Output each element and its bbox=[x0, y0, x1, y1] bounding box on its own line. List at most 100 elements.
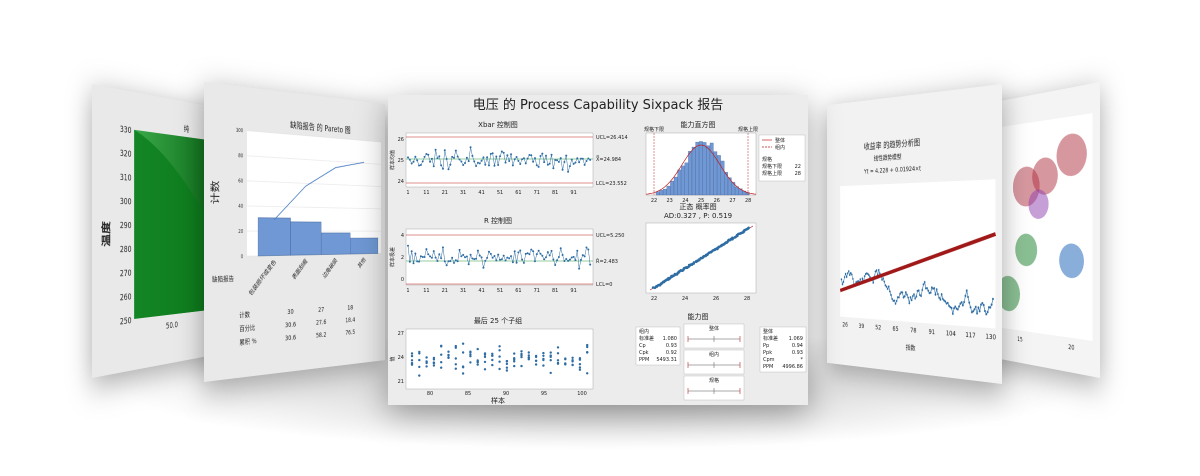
table-cell: 30 bbox=[287, 308, 293, 317]
x-tick-label: 27 bbox=[729, 198, 735, 204]
series-point bbox=[436, 157, 439, 160]
series-point bbox=[429, 255, 432, 258]
table-cell: 18 bbox=[347, 304, 353, 312]
series-point bbox=[537, 249, 540, 252]
series-point bbox=[515, 156, 518, 158]
hist-bar bbox=[717, 155, 721, 196]
sample-point bbox=[578, 366, 582, 369]
series-point bbox=[554, 264, 557, 266]
x-tick-label: 50.0 bbox=[166, 320, 178, 331]
sixpack-chart: 电压 的 Process Capability Sixpack 报告 Xbar … bbox=[389, 97, 807, 405]
table-cell: 30.6 bbox=[285, 333, 296, 342]
plot-area bbox=[405, 132, 594, 188]
series-point bbox=[453, 156, 455, 159]
series-point bbox=[587, 248, 590, 251]
series-point bbox=[480, 159, 483, 162]
series-point bbox=[429, 160, 432, 163]
y-tick-label: 25 bbox=[398, 158, 404, 164]
normal-curve bbox=[645, 144, 757, 195]
series-point bbox=[441, 246, 444, 249]
series-point bbox=[541, 254, 544, 257]
series-point bbox=[587, 157, 590, 160]
series-point bbox=[465, 156, 468, 159]
series-point bbox=[454, 149, 457, 152]
sample-point bbox=[578, 357, 582, 360]
series-point bbox=[478, 254, 481, 257]
series-point bbox=[486, 156, 489, 159]
sample-point bbox=[505, 366, 509, 369]
sample-point bbox=[534, 359, 538, 363]
series-point bbox=[572, 255, 575, 258]
y-label: 计数 bbox=[210, 180, 221, 204]
category-label: 表面刮痕 bbox=[290, 256, 309, 281]
y-tick-label: 260 bbox=[120, 292, 132, 303]
sample-point bbox=[461, 351, 465, 354]
series-point bbox=[460, 160, 463, 163]
sample-point bbox=[454, 346, 457, 349]
series-point bbox=[532, 160, 535, 163]
last-title: 最后 25 个子组 bbox=[474, 316, 522, 325]
x-tick-label: 41 bbox=[478, 190, 484, 196]
series-point bbox=[570, 256, 573, 259]
hist-bar bbox=[695, 141, 700, 196]
sample-point bbox=[447, 354, 450, 357]
hist-bar bbox=[677, 169, 682, 196]
series-point bbox=[478, 162, 481, 165]
x-tick-label: 23 bbox=[667, 198, 673, 204]
series-point bbox=[543, 161, 546, 164]
series-point bbox=[524, 162, 527, 165]
sample-point bbox=[469, 361, 472, 364]
series-point bbox=[473, 160, 476, 163]
sample-point bbox=[410, 354, 414, 358]
sample-point bbox=[447, 350, 450, 353]
series-point bbox=[447, 260, 450, 263]
x-tick-label: 11 bbox=[423, 288, 429, 294]
table-row-label: 累积 % bbox=[239, 336, 256, 347]
legend-label: 整体 bbox=[775, 137, 785, 144]
sample-point bbox=[513, 364, 516, 368]
equation: Yt = 4.228 + 0.01924×t bbox=[863, 166, 921, 176]
sample-point bbox=[469, 350, 472, 353]
x-tick-label: 61 bbox=[515, 288, 521, 294]
series-point bbox=[506, 256, 509, 259]
sample-point bbox=[498, 367, 501, 371]
sample-point bbox=[578, 368, 582, 371]
series-line bbox=[407, 245, 591, 269]
far-right-chart: 15 20 bbox=[985, 113, 1093, 352]
series-point bbox=[526, 157, 529, 160]
series-point bbox=[441, 167, 444, 170]
x-label: 指数 bbox=[906, 343, 916, 353]
y-tick-label: 0 bbox=[401, 277, 404, 283]
y-tick-label: 24 bbox=[398, 355, 404, 361]
spec-cell: 28 bbox=[795, 171, 801, 177]
series-point bbox=[432, 250, 435, 253]
series-point bbox=[487, 164, 490, 167]
y-tick-label: 290 bbox=[120, 220, 132, 230]
series-point bbox=[462, 164, 465, 166]
series-point bbox=[495, 155, 498, 158]
series-point bbox=[412, 160, 415, 163]
series-point bbox=[434, 256, 437, 259]
hist-bar bbox=[691, 146, 696, 196]
series-point bbox=[506, 154, 509, 157]
sample-point bbox=[586, 343, 589, 347]
sample-point bbox=[483, 355, 487, 359]
prob-point bbox=[747, 226, 750, 230]
sample-point bbox=[527, 356, 530, 359]
far-left-panel: 纯 温度 50.0 330 320 310 300 290 280 270 260 250 bbox=[92, 84, 222, 378]
x-tick-label: 80 bbox=[427, 391, 433, 397]
y-tick-label: 60 bbox=[238, 178, 243, 185]
x-tick-label: 31 bbox=[460, 190, 466, 196]
series-point bbox=[554, 159, 557, 161]
y-tick-label: 27 bbox=[398, 331, 404, 337]
series-point bbox=[522, 157, 525, 160]
series-point bbox=[508, 160, 511, 162]
series-point bbox=[427, 253, 430, 256]
series-point bbox=[416, 159, 419, 162]
x-tick-label: 51 bbox=[497, 190, 503, 196]
series-point bbox=[408, 260, 411, 263]
series-point bbox=[567, 259, 570, 262]
x-tick-label: 104 bbox=[946, 331, 956, 339]
sample-point bbox=[505, 362, 509, 366]
series-point bbox=[469, 146, 472, 149]
